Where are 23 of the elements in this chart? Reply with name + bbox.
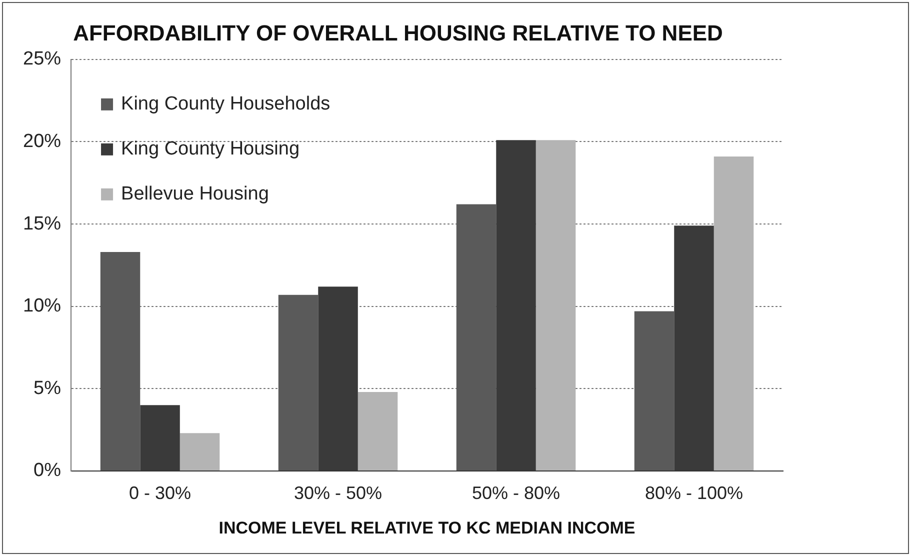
- chart-title: AFFORDABILITY OF OVERALL HOUSING RELATIVE TO NEED: [73, 20, 723, 46]
- legend-label: King County Households: [121, 94, 330, 115]
- bar: [634, 311, 674, 470]
- y-tick-label: 5%: [34, 378, 62, 399]
- y-tick-label: 25%: [22, 48, 62, 70]
- x-tick-label: 80% - 100%: [644, 482, 744, 503]
- bar: [278, 294, 318, 470]
- x-axis-title: INCOME LEVEL RELATIVE TO KC MEDIAN INCOME: [218, 518, 636, 538]
- x-tick-label: 0 - 30%: [129, 482, 192, 503]
- y-tick-label: 0%: [34, 460, 62, 482]
- bar: [456, 204, 496, 470]
- x-tick-label: 50% - 80%: [472, 482, 560, 503]
- y-tick-label: 10%: [22, 296, 62, 317]
- bar: [358, 392, 398, 470]
- bar: [536, 140, 576, 470]
- y-tick-label: 20%: [22, 130, 62, 152]
- bar: [100, 252, 140, 470]
- legend-label: Bellevue Housing: [121, 184, 269, 205]
- bar: [714, 156, 754, 470]
- y-tick-label: 15%: [22, 213, 62, 234]
- bar: [180, 433, 220, 470]
- legend-label: King County Housing: [121, 138, 300, 160]
- x-tick-label: 30% - 50%: [294, 482, 382, 503]
